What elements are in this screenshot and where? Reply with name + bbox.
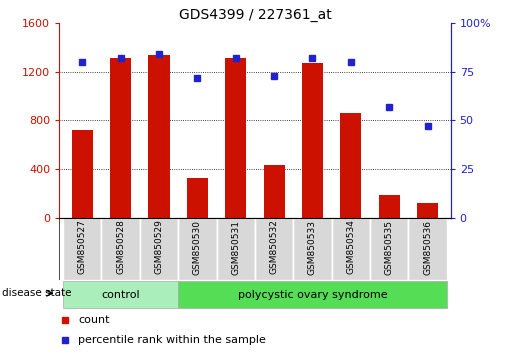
Text: GSM850530: GSM850530 [193,219,202,275]
Text: GSM850536: GSM850536 [423,219,432,275]
Bar [178,281,447,308]
Bar [408,218,447,280]
Text: GSM850535: GSM850535 [385,219,394,275]
Title: GDS4399 / 227361_at: GDS4399 / 227361_at [179,8,331,22]
Bar [101,218,140,280]
Bar [302,63,323,218]
Text: GSM850528: GSM850528 [116,219,125,274]
Bar [187,178,208,218]
Text: GSM850534: GSM850534 [347,219,355,274]
Bar [63,281,178,308]
Bar [340,113,362,218]
Text: percentile rank within the sample: percentile rank within the sample [78,335,266,344]
Bar [148,55,169,218]
Bar [225,58,246,218]
Bar [264,165,285,218]
Bar [294,218,332,280]
Bar [255,218,294,280]
Bar [140,218,178,280]
Bar [178,218,216,280]
Bar [63,218,101,280]
Text: GSM850527: GSM850527 [78,219,87,274]
Text: GSM850533: GSM850533 [308,219,317,275]
Text: disease state: disease state [2,288,71,298]
Text: polycystic ovary syndrome: polycystic ovary syndrome [237,290,387,300]
Bar [370,218,408,280]
Bar [379,195,400,218]
Bar [332,218,370,280]
Bar [216,218,255,280]
Bar [110,58,131,218]
Bar [417,203,438,218]
Text: count: count [78,315,110,325]
Text: GSM850529: GSM850529 [154,219,163,274]
Text: GSM850532: GSM850532 [270,219,279,274]
Bar [72,130,93,218]
Text: control: control [101,290,140,300]
Text: GSM850531: GSM850531 [231,219,240,275]
